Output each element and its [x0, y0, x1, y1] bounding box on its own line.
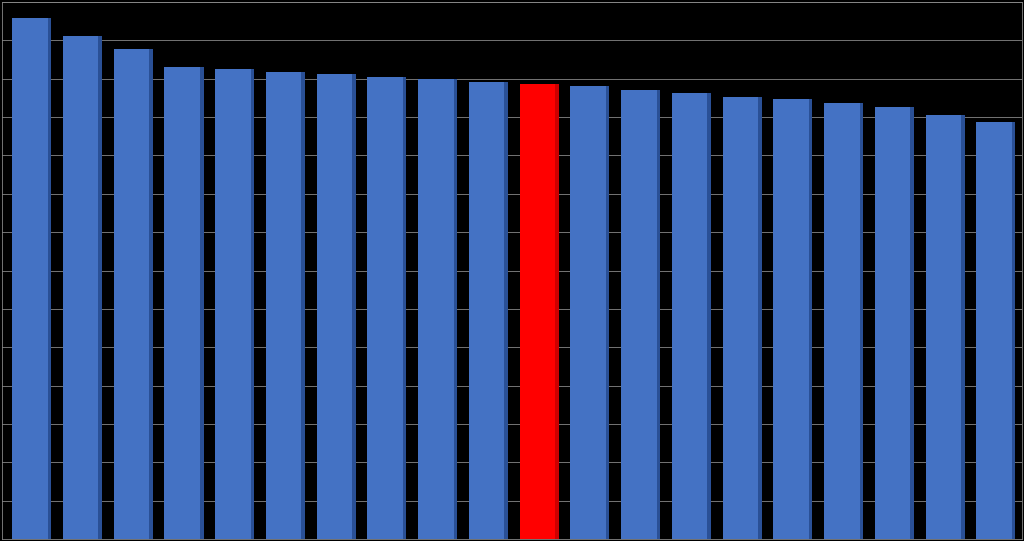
Bar — [519, 84, 555, 539]
Bar — [200, 67, 204, 539]
Bar — [402, 77, 407, 539]
Bar — [469, 82, 505, 539]
Bar — [672, 94, 708, 539]
Bar — [215, 69, 251, 539]
Bar — [48, 18, 51, 539]
Bar — [824, 103, 859, 539]
Bar — [1012, 122, 1016, 539]
Bar — [352, 74, 355, 539]
Bar — [62, 36, 98, 539]
Bar — [454, 80, 457, 539]
Bar — [316, 74, 352, 539]
Bar — [555, 84, 559, 539]
Bar — [150, 49, 153, 539]
Bar — [773, 98, 809, 539]
Bar — [910, 107, 913, 539]
Bar — [976, 122, 1012, 539]
Bar — [505, 82, 508, 539]
Bar — [622, 90, 656, 539]
Bar — [12, 18, 48, 539]
Bar — [656, 90, 660, 539]
Bar — [606, 86, 609, 539]
Bar — [758, 96, 762, 539]
Bar — [114, 49, 150, 539]
Bar — [251, 69, 254, 539]
Bar — [570, 86, 606, 539]
Bar — [418, 80, 454, 539]
Bar — [926, 115, 962, 539]
Bar — [165, 67, 200, 539]
Bar — [266, 72, 301, 539]
Bar — [98, 36, 102, 539]
Bar — [301, 72, 305, 539]
Bar — [874, 107, 910, 539]
Bar — [962, 115, 965, 539]
Bar — [368, 77, 402, 539]
Bar — [859, 103, 863, 539]
Bar — [708, 94, 711, 539]
Bar — [809, 98, 812, 539]
Bar — [723, 96, 758, 539]
